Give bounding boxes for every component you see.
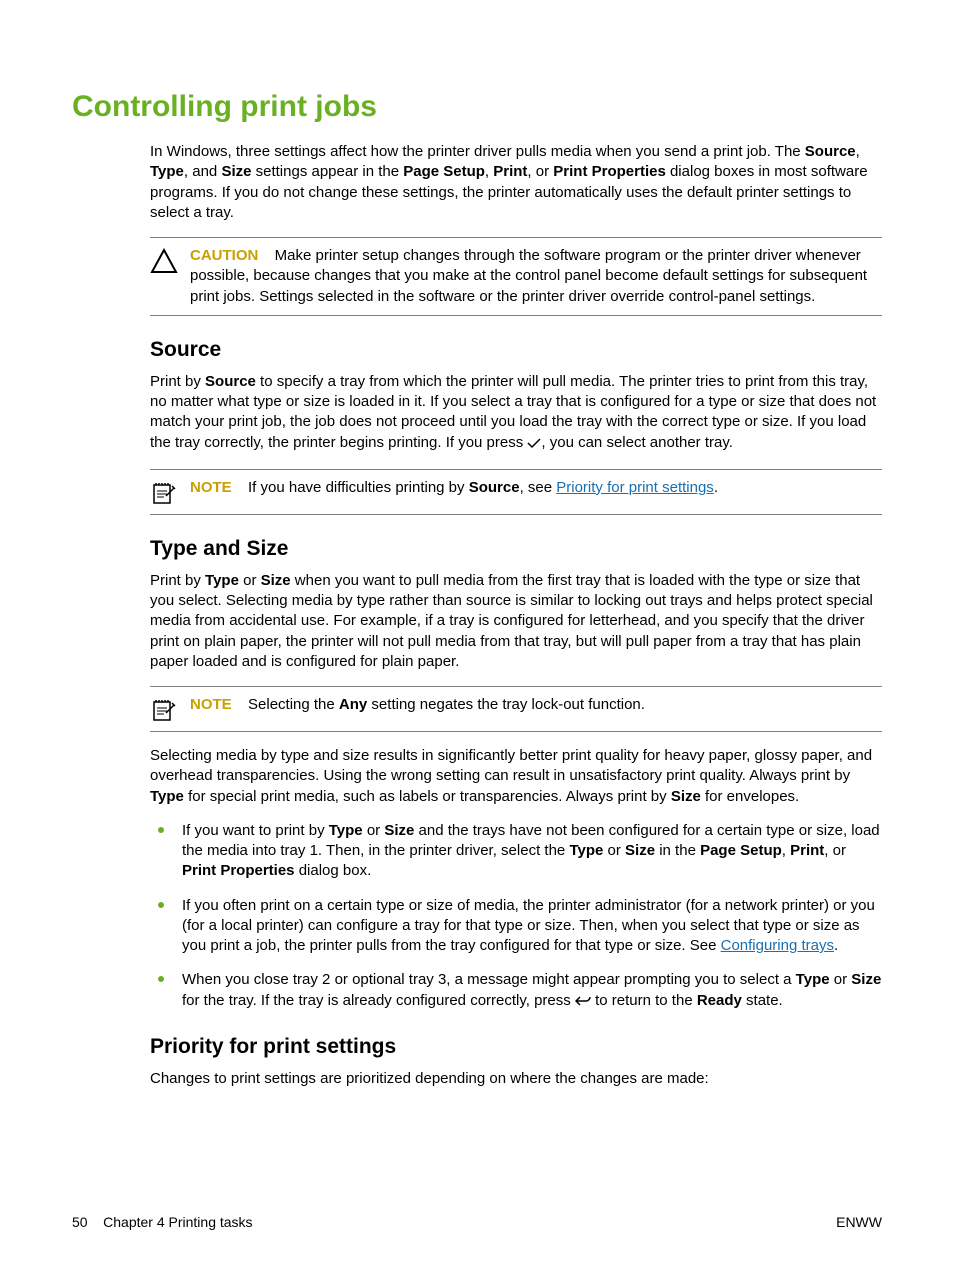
caution-label: CAUTION	[190, 247, 258, 264]
text: for envelopes.	[701, 788, 799, 805]
text: dialog box.	[295, 862, 372, 879]
bold: Source	[805, 143, 856, 160]
caution-callout: CAUTION Make printer setup changes throu…	[150, 237, 882, 316]
bold: Page Setup	[403, 163, 485, 180]
chapter-label: Chapter 4 Printing tasks	[103, 1214, 252, 1230]
note-label: NOTE	[190, 479, 232, 496]
text: , see	[520, 479, 557, 496]
bold: Ready	[697, 992, 742, 1009]
bold: Size	[221, 163, 251, 180]
text: to specify a tray from which the printer…	[150, 373, 876, 451]
caution-icon	[150, 246, 190, 274]
bold: Size	[851, 971, 881, 988]
note-icon	[150, 695, 190, 723]
text: ,	[782, 842, 790, 859]
text: Print by	[150, 572, 205, 589]
text: If you want to print by	[182, 822, 329, 839]
text: or	[239, 572, 261, 589]
bold: Type	[150, 788, 184, 805]
text: , and	[184, 163, 222, 180]
text: or	[603, 842, 625, 859]
text: In Windows, three settings affect how th…	[150, 143, 805, 160]
bold: Size	[261, 572, 291, 589]
intro-paragraph: In Windows, three settings affect how th…	[150, 142, 882, 223]
priority-heading: Priority for print settings	[150, 1035, 882, 1059]
list-item: If you often print on a certain type or …	[150, 896, 882, 957]
checkmark-icon	[527, 435, 541, 455]
bold: Print Properties	[182, 862, 295, 879]
page-number: 50	[72, 1214, 88, 1230]
bold: Type	[796, 971, 830, 988]
text: Print by	[150, 373, 205, 390]
bold: Print	[493, 163, 527, 180]
quality-paragraph: Selecting media by type and size results…	[150, 746, 882, 807]
bold: Size	[671, 788, 701, 805]
footer-left: 50 Chapter 4 Printing tasks	[72, 1214, 253, 1230]
bold: Type	[329, 822, 363, 839]
bold: Type	[150, 163, 184, 180]
note-icon	[150, 478, 190, 506]
list-item: If you want to print by Type or Size and…	[150, 821, 882, 882]
text: for special print media, such as labels …	[184, 788, 671, 805]
text: ,	[485, 163, 493, 180]
text: , you can select another tray.	[541, 434, 733, 451]
source-paragraph: Print by Source to specify a tray from w…	[150, 372, 882, 455]
bold: Source	[205, 373, 256, 390]
source-heading: Source	[150, 338, 882, 362]
text: Make printer setup changes through the s…	[190, 247, 867, 305]
text: Selecting the	[248, 696, 339, 713]
text: .	[714, 479, 718, 496]
text: Selecting media by type and size results…	[150, 747, 872, 784]
bold: Print Properties	[553, 163, 666, 180]
bold: Page Setup	[700, 842, 782, 859]
text: or	[830, 971, 852, 988]
priority-settings-link[interactable]: Priority for print settings	[556, 479, 714, 496]
text: to return to the	[591, 992, 697, 1009]
text: for the tray. If the tray is already con…	[182, 992, 575, 1009]
bold: Any	[339, 696, 367, 713]
note-text: NOTE If you have difficulties printing b…	[190, 478, 882, 498]
type-size-heading: Type and Size	[150, 537, 882, 561]
text: When you close tray 2 or optional tray 3…	[182, 971, 796, 988]
text: setting negates the tray lock-out functi…	[367, 696, 645, 713]
bullet-list: If you want to print by Type or Size and…	[150, 821, 882, 1013]
text: If you have difficulties printing by	[248, 479, 469, 496]
text: state.	[742, 992, 783, 1009]
footer-right: ENWW	[836, 1214, 882, 1230]
bold: Type	[569, 842, 603, 859]
text: , or	[824, 842, 846, 859]
page-footer: 50 Chapter 4 Printing tasks ENWW	[72, 1214, 882, 1230]
priority-paragraph: Changes to print settings are prioritize…	[150, 1069, 882, 1089]
text: .	[834, 937, 838, 954]
type-size-paragraph: Print by Type or Size when you want to p…	[150, 571, 882, 672]
note-label: NOTE	[190, 696, 232, 713]
note-text: NOTE Selecting the Any setting negates t…	[190, 695, 882, 715]
note-callout-2: NOTE Selecting the Any setting negates t…	[150, 686, 882, 732]
bold: Type	[205, 572, 239, 589]
text: in the	[655, 842, 700, 859]
back-arrow-icon	[575, 993, 591, 1013]
caution-text: CAUTION Make printer setup changes throu…	[190, 246, 882, 307]
bold: Size	[384, 822, 414, 839]
text: settings appear in the	[251, 163, 403, 180]
text: ,	[856, 143, 860, 160]
bold: Size	[625, 842, 655, 859]
list-item: When you close tray 2 or optional tray 3…	[150, 970, 882, 1013]
note-callout-1: NOTE If you have difficulties printing b…	[150, 469, 882, 515]
text: or	[363, 822, 385, 839]
configuring-trays-link[interactable]: Configuring trays	[721, 937, 834, 954]
bold: Source	[469, 479, 520, 496]
bold: Print	[790, 842, 824, 859]
text: , or	[527, 163, 553, 180]
page-title: Controlling print jobs	[72, 90, 882, 124]
